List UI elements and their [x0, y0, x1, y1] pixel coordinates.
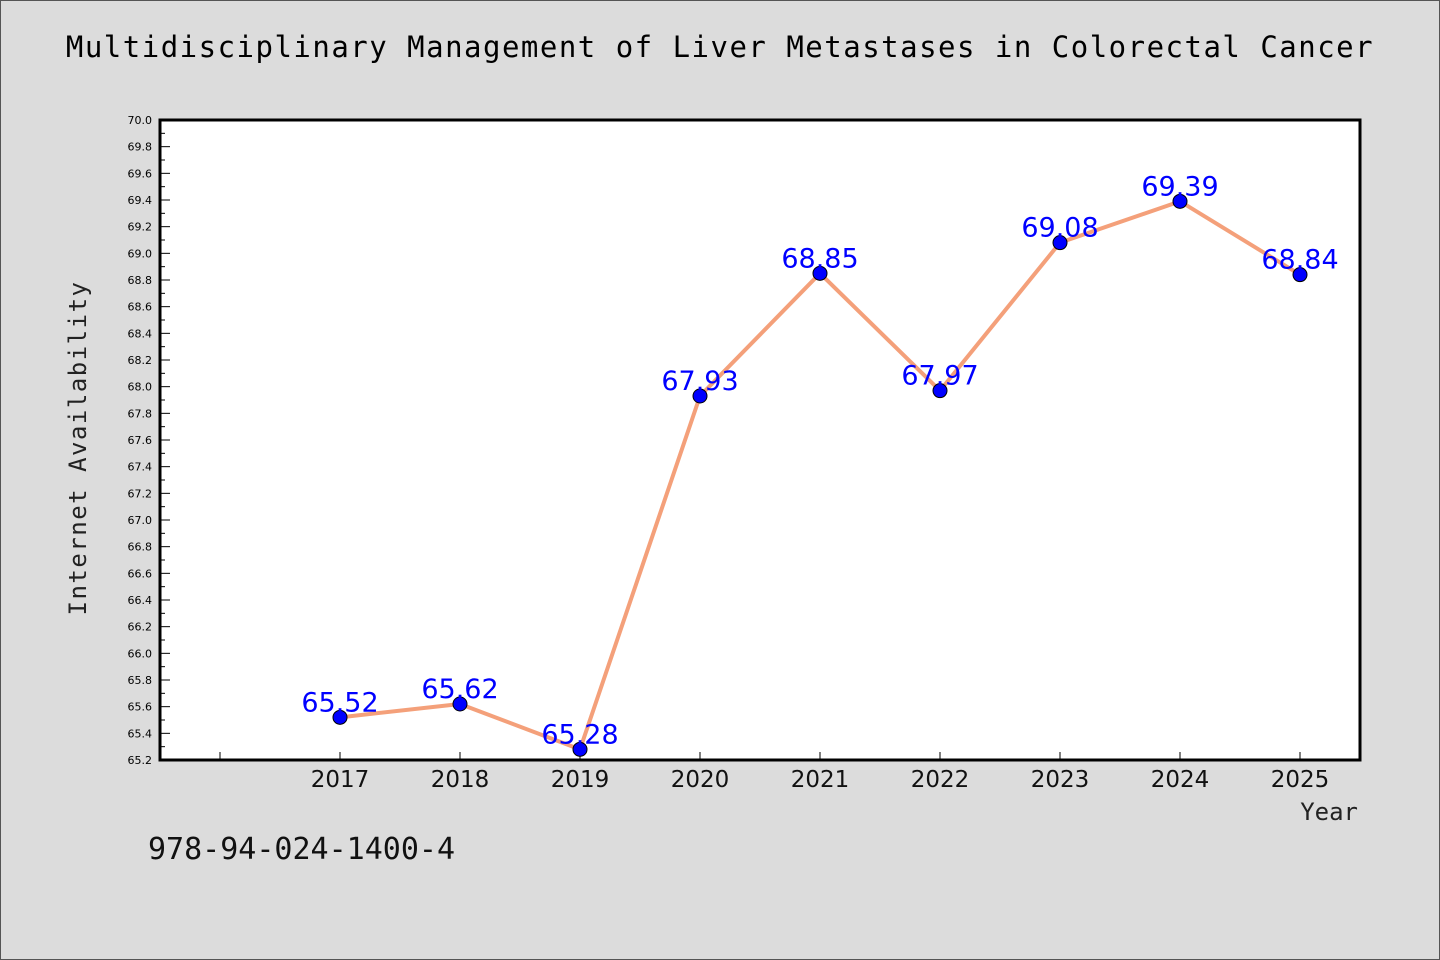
x-axis: 2017 2018 2019 2020 2021 2022 2023 2024 2025 [219, 752, 1330, 793]
data-point [572, 741, 588, 757]
data-point [932, 383, 948, 399]
data-point [1292, 267, 1308, 283]
x-tick-label: 2022 [911, 767, 970, 793]
y-axis: 65.2 65.4 65.6 65.8 66.0 66.2 66.4 66.6 66.8 67.0… [128, 114, 170, 767]
y-tick-label: 66.2 [128, 621, 153, 634]
x-tick-label: 2023 [1031, 767, 1090, 793]
y-axis-label: Internet Availability [64, 281, 92, 616]
x-tick-label: 2020 [671, 767, 730, 793]
data-label: 67.93 [661, 366, 738, 397]
y-tick-label: 68.8 [128, 274, 153, 287]
y-tick-label: 66.4 [128, 594, 153, 607]
data-label: 68.84 [1261, 245, 1338, 276]
data-label: 65.52 [301, 687, 378, 718]
data-label: 69.08 [1021, 213, 1098, 244]
y-tick-label: 68.4 [128, 327, 153, 340]
data-label: 67.97 [901, 361, 978, 392]
data-label: 65.62 [421, 674, 498, 705]
data-point [692, 388, 708, 404]
y-tick-label: 69.0 [128, 247, 153, 260]
data-label: 65.28 [541, 719, 618, 750]
x-tick-label: 2025 [1271, 767, 1330, 793]
data-point [452, 696, 468, 712]
y-tick-label: 69.4 [128, 194, 153, 207]
y-tick-label: 65.6 [128, 701, 153, 714]
y-tick-label: 69.6 [128, 167, 153, 180]
y-tick-label: 68.0 [128, 381, 153, 394]
x-tick-label: 2019 [551, 767, 610, 793]
data-label: 69.39 [1141, 171, 1218, 202]
plot-area [158, 118, 1362, 762]
y-tick-label: 67.8 [128, 407, 153, 420]
y-tick-label: 67.4 [128, 461, 153, 474]
y-tick-label: 67.0 [128, 514, 153, 527]
series-group [332, 193, 1308, 757]
y-tick-label: 66.0 [128, 647, 153, 660]
y-tick-label: 68.6 [128, 301, 153, 314]
data-point [812, 265, 828, 281]
y-tick-label: 66.8 [128, 541, 153, 554]
data-point [1052, 235, 1068, 251]
y-tick-label: 67.2 [128, 487, 153, 500]
y-tick-label: 69.2 [128, 221, 153, 234]
chart-title: Multidisciplinary Management of Liver Me… [65, 30, 1375, 64]
data-label: 68.85 [781, 243, 858, 274]
x-tick-label: 2024 [1151, 767, 1210, 793]
data-labels: 65.52 65.62 65.28 67.93 68.85 67.97 69.08 69.39… [301, 171, 1338, 750]
y-tick-label: 66.6 [128, 567, 153, 580]
y-tick-label: 65.8 [128, 674, 153, 687]
y-tick-label: 68.2 [128, 354, 153, 367]
data-point [1172, 193, 1188, 209]
y-tick-label: 69.8 [128, 141, 153, 154]
isbn-text: 978-94-024-1400-4 [148, 832, 456, 867]
data-point [332, 709, 348, 725]
y-tick-label: 65.4 [128, 727, 153, 740]
y-tick-label: 70.0 [128, 114, 153, 127]
y-tick-label: 67.6 [128, 434, 153, 447]
x-tick-label: 2021 [791, 767, 850, 793]
x-tick-label: 2017 [311, 767, 370, 793]
x-axis-label: Year [1300, 798, 1358, 826]
x-tick-label: 2018 [431, 767, 490, 793]
y-tick-label: 65.2 [128, 754, 153, 767]
